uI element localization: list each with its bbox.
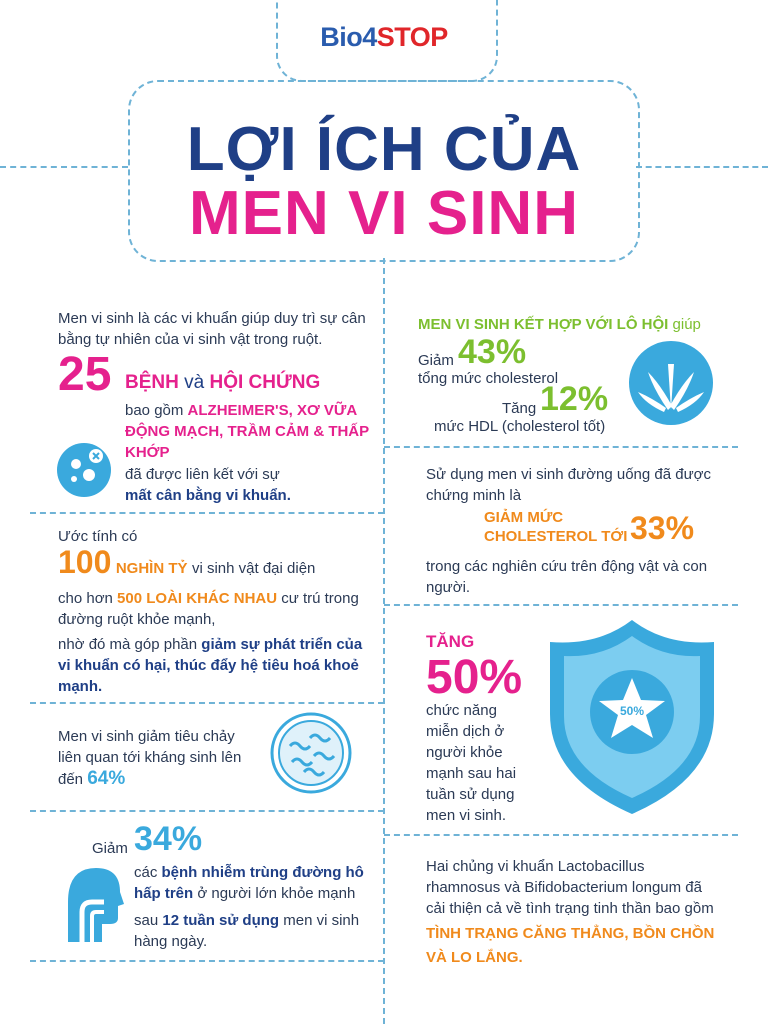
stat-64-line: Men vi sinh giảm tiêu chảy liên quan tới… [58, 726, 248, 790]
logo-text-red: STOP [376, 22, 449, 52]
chol-tail: trong các nghiên cứu trên động vật và co… [426, 558, 708, 596]
divider [384, 604, 738, 606]
divider [0, 166, 128, 168]
stat-34-number: 34% [134, 820, 203, 858]
stat-34-infection-line: các bệnh nhiễm trùng đường hô hấp trên ở… [134, 862, 374, 904]
shield-star-icon: 50% [546, 616, 718, 816]
immune-increase: TĂNG [426, 632, 475, 651]
aloe-vera-icon [628, 340, 714, 426]
divider [30, 810, 384, 812]
page-title-line1: LỢI ÍCH CỦA [186, 115, 582, 184]
chol-number: 33% [630, 510, 695, 546]
mental-highlight: TÌNH TRẠNG CĂNG THẲNG, BỒN CHỒN VÀ LO LẮ… [426, 925, 715, 966]
stat-100-line: 100 NGHÌN TỶ vi sinh vật đại diện [58, 544, 378, 581]
stat-34-after-line: sau 12 tuần sử dụng men vi sinh hàng ngà… [134, 910, 374, 952]
divider [384, 446, 738, 448]
stat-25-including: bao gồm [125, 402, 184, 419]
center-divider [383, 258, 385, 1024]
aloe-hdl: mức HDL (cholesterol tốt) [434, 418, 606, 435]
stat-34-reduce: Giảm [92, 840, 128, 857]
chol-text: Sử dụng men vi sinh đường uống đã được c… [426, 466, 711, 504]
stat-25-and: và [184, 372, 205, 393]
aloe-increase: Tăng [502, 400, 537, 417]
bacteria-icon [56, 442, 112, 498]
stat-34-after: sau [134, 912, 159, 929]
stat-64-text: Men vi sinh giảm tiêu chảy liên quan tới… [58, 728, 242, 788]
immune-number: 50% [426, 651, 523, 704]
aloe-reduce: Giảm [418, 352, 454, 369]
divider [384, 834, 738, 836]
stat-25-diseases-line: bao gồm ALZHEIMER'S, XƠ VỮA ĐỘNG MẠCH, T… [125, 400, 370, 463]
aloe-helps: giúp [672, 316, 701, 333]
stat-25-number: 25 [58, 348, 112, 401]
microbe-circle-icon [270, 712, 352, 794]
stat-100-species: 500 LOÀI KHÁC NHAU [117, 590, 278, 607]
immune-text: chức năng miễn dịch ở người khỏe mạnh sa… [426, 702, 517, 824]
aloe-heading: MEN VI SINH KẾT HỢP VỚI LÔ HỘI [418, 316, 669, 333]
stat-64-number: 64% [87, 768, 126, 789]
aloe-pct-43: 43% [458, 333, 527, 371]
stat-100-bold: giảm sự phát triển của vi khuẩn có hại, … [58, 636, 363, 695]
stat-100-reside: cư trú trong đường ruột khỏe mạnh, [58, 590, 359, 628]
divider [30, 702, 384, 704]
stat-34-daily: men vi sinh hàng ngày. [134, 912, 360, 950]
stat-34-weeks: 12 tuần sử dụng [162, 912, 280, 929]
stat-25-linked: đã được liên kết với sự [125, 466, 280, 483]
stat-34-infection: bệnh nhiễm trùng đường hô hấp trên [134, 864, 364, 902]
stat-100-rest: vi sinh vật đại diện [191, 560, 316, 577]
shield-badge-label: 50% [619, 704, 645, 718]
aloe-total: tổng mức cholesterol [418, 370, 559, 387]
stat-100-more-than: cho hơn [58, 590, 113, 607]
aloe-heading-line: MEN VI SINH KẾT HỢP VỚI LÔ HỘI giúp [418, 314, 738, 335]
divider [636, 166, 768, 168]
stat-100-benefit-line: nhờ đó mà góp phần giảm sự phát triển củ… [58, 634, 368, 697]
stat-100-estimate: Ước tính có [58, 528, 138, 545]
stat-100-species-line: cho hơn 500 LOÀI KHÁC NHAU cư trú trong … [58, 588, 368, 630]
stat-100-thanks: nhờ đó mà góp phần [58, 636, 198, 653]
brand-logo: Bio4STOP [0, 22, 768, 53]
aloe-pct-12: 12% [540, 380, 609, 418]
stat-100-unit: NGHÌN TỶ [115, 560, 188, 577]
respiratory-head-icon [60, 862, 126, 944]
intro-text: Men vi sinh là các vi khuẩn giúp duy trì… [58, 310, 366, 348]
stat-25-heading: BỆNH và HỘI CHỨNG [125, 372, 320, 394]
mental-text: Hai chủng vi khuẩn Lactobacillus rhamnos… [426, 858, 714, 917]
stat-25-word2: HỘI CHỨNG [209, 372, 321, 393]
divider [30, 512, 384, 514]
stat-25-diseases: ALZHEIMER'S, XƠ VỮA ĐỘNG MẠCH, TRẦM CẢM … [125, 402, 369, 461]
stat-34-in-adults: ở người lớn khỏe mạnh [197, 885, 356, 902]
stat-34-the: các [134, 864, 158, 881]
stat-100-number: 100 [58, 544, 112, 580]
page-title-line2: MEN VI SINH [189, 179, 579, 248]
stat-25-imbalance: mất cân bằng vi khuẩn. [125, 487, 291, 504]
stat-25-word1: BỆNH [125, 372, 179, 393]
logo-text-blue: Bio4 [320, 22, 377, 52]
divider [30, 960, 384, 962]
chol-reduce-label: GIẢM MỨC CHOLESTEROL TỚI [484, 509, 628, 545]
